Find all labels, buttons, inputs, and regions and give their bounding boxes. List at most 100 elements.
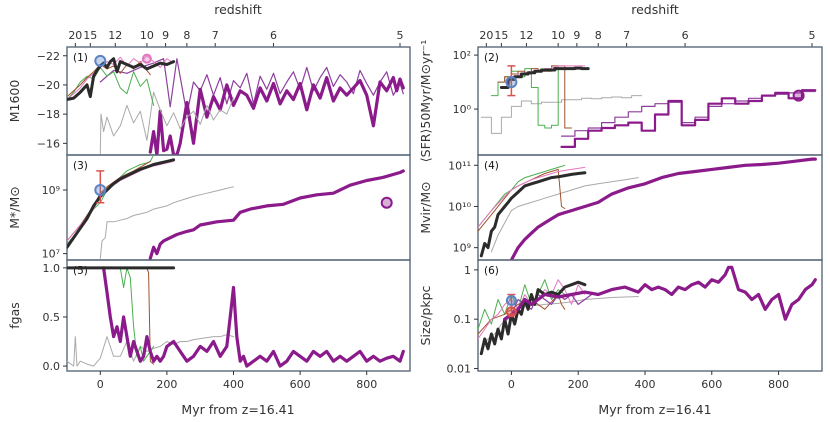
redshift-tick-label: 7 [212,29,219,42]
observation-marker [94,54,107,67]
y-tick-label: 10⁷ [42,248,60,261]
observation-marker [505,294,517,306]
redshift-tick-label: 12 [108,29,122,42]
y-tick-label: −16 [37,137,60,150]
left-top-axis-label: redshift [214,2,262,17]
y-tick-label: −18 [37,108,60,121]
y-tick-label: 10² [453,49,471,62]
y-axis-label: ⟨SFR⟩50Myr/M⊙yr⁻¹ [418,40,433,162]
series-purple [101,266,405,368]
redshift-tick-label: 6 [682,29,689,42]
right-top-axis-label: redshift [631,2,679,17]
y-axis-label: M*/M⊙ [7,186,22,229]
series-black [67,158,176,249]
x-tick-label: 600 [701,378,722,391]
x-tick-label: 400 [223,378,244,391]
series-black [479,171,587,258]
observation-marker [94,184,107,196]
y-tick-label: 10¹¹ [448,159,471,172]
redshift-tick-label: 20 [68,29,82,42]
panel-6: 0.01 0.1 1 Size/pkpc (6) [418,259,823,376]
x-tick-label: 200 [156,378,177,391]
panel-frame [66,259,411,372]
panel-tag: (3) [73,160,88,172]
y-tick-label: 1 [464,264,471,277]
y-tick-label: 0.0 [43,360,61,373]
right-bottom-axis-label: Myr from z=16.41 [598,402,711,417]
redshift-tick-label: 5 [808,29,815,42]
panel-1: −22 −20 −18 −16 M1600 (1) [7,46,411,156]
y-tick-label: 10⁹ [42,184,60,197]
series-green [478,164,566,228]
y-tick-label: 0.1 [454,313,472,326]
series-purple [148,169,405,260]
series-purple [503,265,817,321]
y-tick-label: 0.01 [447,363,472,376]
panel-4: 10⁹ 10¹⁰ 10¹¹ Mvir/M⊙ (4) [418,154,823,261]
x-tick-label: 800 [768,378,789,391]
x-tick-label: 800 [356,378,377,391]
series-green [67,66,155,106]
series-black [479,280,587,356]
redshift-tick-label: 9 [162,29,169,42]
right-column: redshift 20 15 12 10 9 8 7 6 5 10⁰10²⟨SFR⟩50Myr/… [418,2,823,417]
series-green [490,68,566,129]
series-gray [99,91,234,154]
panel-3: 10⁷ 10⁹ M*/M⊙ (3) [7,154,411,261]
panel-2: 10⁰ 10² ⟨SFR⟩50Myr/M⊙yr⁻¹ (2) [418,40,823,162]
series-purple-thin [99,58,404,115]
redshift-tick-label: 9 [573,29,580,42]
panel-tag: (1) [73,52,88,64]
y-tick-label: −22 [37,50,60,63]
panel-tag: (6) [484,265,499,277]
left-column: redshift 20 15 12 10 9 8 7 6 5 −22 −20 −18 −16 M1600… [7,2,411,417]
panel-frame [66,154,411,261]
x-tick-label: 400 [634,378,655,391]
left-x-ticks: 0 200 400 600 800 [97,378,377,391]
series-brown [497,65,572,129]
panel-frame [477,259,823,372]
redshift-tick-label: 8 [183,29,190,42]
observation-marker [505,306,517,318]
right-redshift-ticks: 20 15 12 10 9 8 7 6 5 [479,29,815,47]
y-tick-label: 10¹⁰ [448,200,471,213]
series-purple [509,157,817,260]
series-gray [480,95,643,134]
right-x-ticks: 0 200 400 600 800 [508,378,789,391]
series-pink [478,166,586,228]
y-axis-label: Mvir/M⊙ [418,181,433,233]
panel-tag: (2) [484,52,499,64]
series-purple-thin [560,90,816,137]
left-redshift-ticks: 20 15 12 10 9 8 7 6 5 [68,29,404,47]
redshift-tick-label: 20 [479,29,493,42]
panel-tag: (4) [484,160,499,172]
series-black [67,57,176,101]
redshift-tick-label: 15 [83,29,97,42]
redshift-tick-label: 10 [140,29,154,42]
redshift-tick-label: 5 [397,29,404,42]
x-tick-label: 0 [97,378,104,391]
observation-marker [792,89,805,102]
y-tick-label: 1.0 [43,262,61,275]
series-purple [560,89,817,148]
x-tick-label: 600 [290,378,311,391]
observation-marker [505,76,518,89]
redshift-tick-label: 7 [623,29,630,42]
y-tick-label: 10⁹ [453,242,471,255]
y-tick-label: −20 [37,79,60,92]
x-tick-label: 0 [508,378,515,391]
redshift-tick-label: 8 [595,29,602,42]
panel-frame [477,154,823,261]
redshift-tick-label: 6 [270,29,277,42]
series-gray [490,177,639,253]
redshift-tick-label: 15 [494,29,508,42]
left-bottom-axis-label: Myr from z=16.41 [181,402,294,417]
x-tick-label: 200 [568,378,589,391]
redshift-tick-label: 10 [551,29,565,42]
y-axis-label: Size/pkpc [418,285,433,345]
y-axis-label: M1600 [7,80,22,123]
series-pink [67,160,175,242]
y-tick-label: 0.5 [43,311,61,324]
